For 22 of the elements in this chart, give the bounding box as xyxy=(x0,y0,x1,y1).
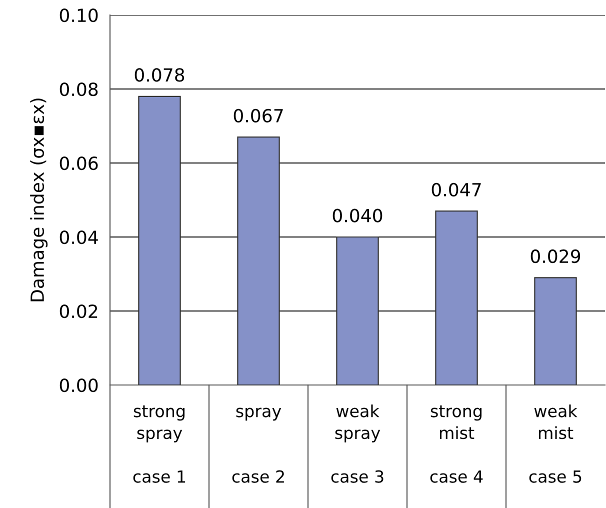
y-tick-label: 0.08 xyxy=(60,82,98,96)
bar xyxy=(138,96,181,385)
y-tick-label: 0.10 xyxy=(60,8,98,22)
data-label: 0.029 xyxy=(530,249,580,264)
data-label: 0.067 xyxy=(234,108,283,122)
bar xyxy=(435,210,478,385)
category-label: weak mist case 5 xyxy=(529,404,582,483)
y-tick-label: 0.00 xyxy=(60,378,98,392)
data-label: 0.078 xyxy=(134,68,184,82)
data-label: 0.047 xyxy=(432,182,481,196)
y-tick-label: 0.04 xyxy=(60,230,98,244)
category-label: weak spray case 3 xyxy=(331,404,384,483)
category-label: strong mist case 4 xyxy=(430,405,483,483)
y-axis-title: Damage index (σx▪εx) xyxy=(30,98,48,302)
y-tick-label: 0.02 xyxy=(60,304,98,318)
category-label: spray case 2 xyxy=(232,408,284,483)
category-label: strong spray case 1 xyxy=(133,405,186,483)
bar xyxy=(237,136,280,385)
y-tick-label: 0.06 xyxy=(60,156,98,170)
bar xyxy=(336,236,379,385)
bar xyxy=(534,277,577,385)
data-label: 0.040 xyxy=(332,208,382,222)
